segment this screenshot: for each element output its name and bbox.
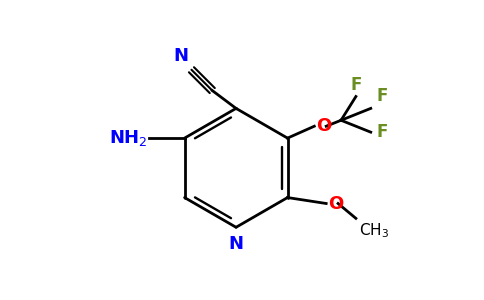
Text: F: F bbox=[377, 87, 388, 105]
Text: CH$_3$: CH$_3$ bbox=[359, 221, 389, 240]
Text: N: N bbox=[173, 47, 188, 65]
Text: N: N bbox=[228, 235, 243, 253]
Text: F: F bbox=[350, 76, 362, 94]
Text: O: O bbox=[328, 194, 343, 212]
Text: NH$_2$: NH$_2$ bbox=[109, 128, 148, 148]
Text: O: O bbox=[316, 117, 331, 135]
Text: F: F bbox=[377, 123, 388, 141]
